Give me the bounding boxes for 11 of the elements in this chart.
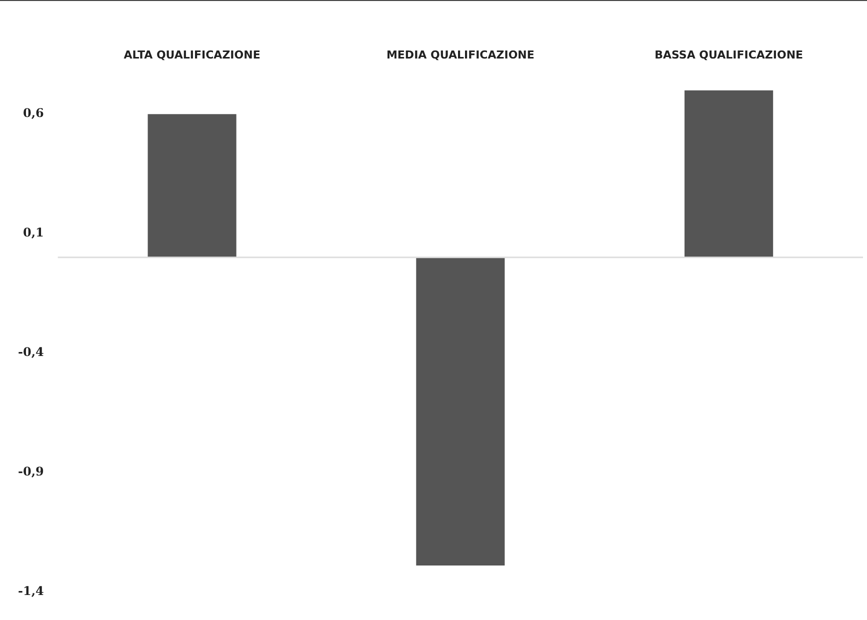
x-tick-label: ALTA QUALIFICAZIONE [124,48,260,62]
y-tick-label: -0,9 [18,464,44,478]
bar [684,90,774,258]
x-tick-label: BASSA QUALIFICAZIONE [654,48,804,62]
bar [416,257,505,566]
y-tick-label: -1,4 [18,584,44,598]
y-tick-label: 0,1 [22,226,44,240]
bar [148,114,236,258]
y-tick-label: 0,6 [22,106,44,120]
y-tick-label: -0,4 [18,345,44,360]
x-tick-label: MEDIA QUALIFICAZIONE [386,48,534,62]
